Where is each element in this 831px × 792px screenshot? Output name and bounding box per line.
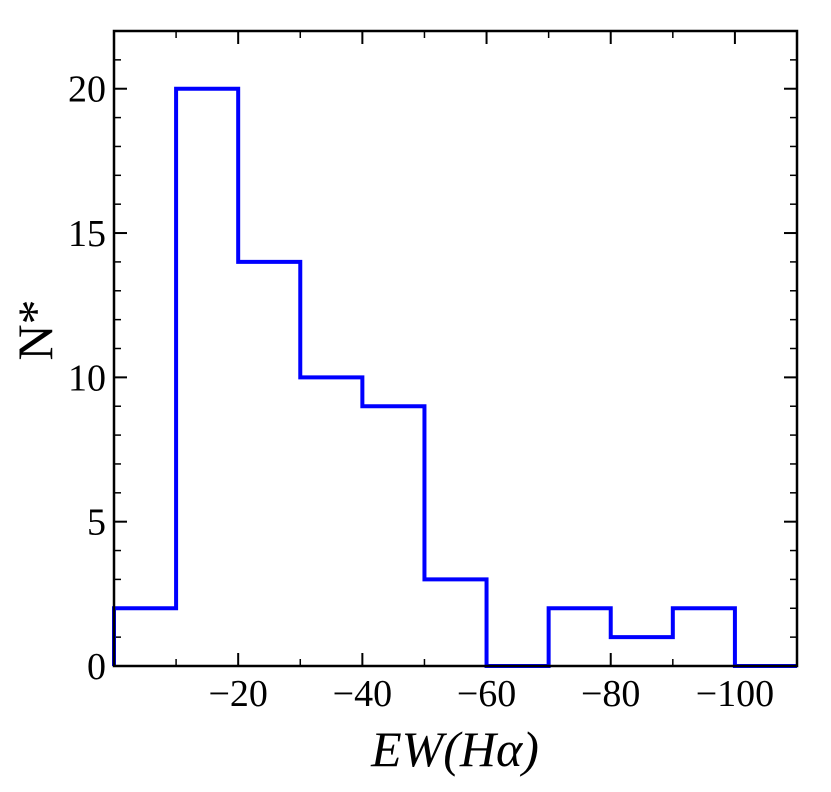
y-tick-label: 15 <box>68 213 106 255</box>
plot-frame <box>112 29 799 668</box>
y-tick-label: 20 <box>68 69 106 111</box>
y-tick-label: 10 <box>68 357 106 399</box>
x-tick-label: −60 <box>457 673 516 715</box>
x-axis-title: EW(Hα) <box>370 721 539 777</box>
x-tick-label: −40 <box>333 673 392 715</box>
x-tick-label: −80 <box>581 673 640 715</box>
x-tick-label: −20 <box>208 673 267 715</box>
major-ticks <box>114 31 797 667</box>
x-tick-labels: −20 −40 −60 −80 −100 <box>208 673 774 715</box>
x-tick-label: −100 <box>696 673 774 715</box>
y-tick-label: 5 <box>87 502 106 544</box>
y-axis-title: N* <box>7 299 63 360</box>
y-tick-labels: 0 5 10 15 20 <box>68 69 106 688</box>
y-tick-label: 0 <box>87 646 106 688</box>
histogram-step-line <box>112 86 797 668</box>
minor-ticks <box>114 30 798 666</box>
